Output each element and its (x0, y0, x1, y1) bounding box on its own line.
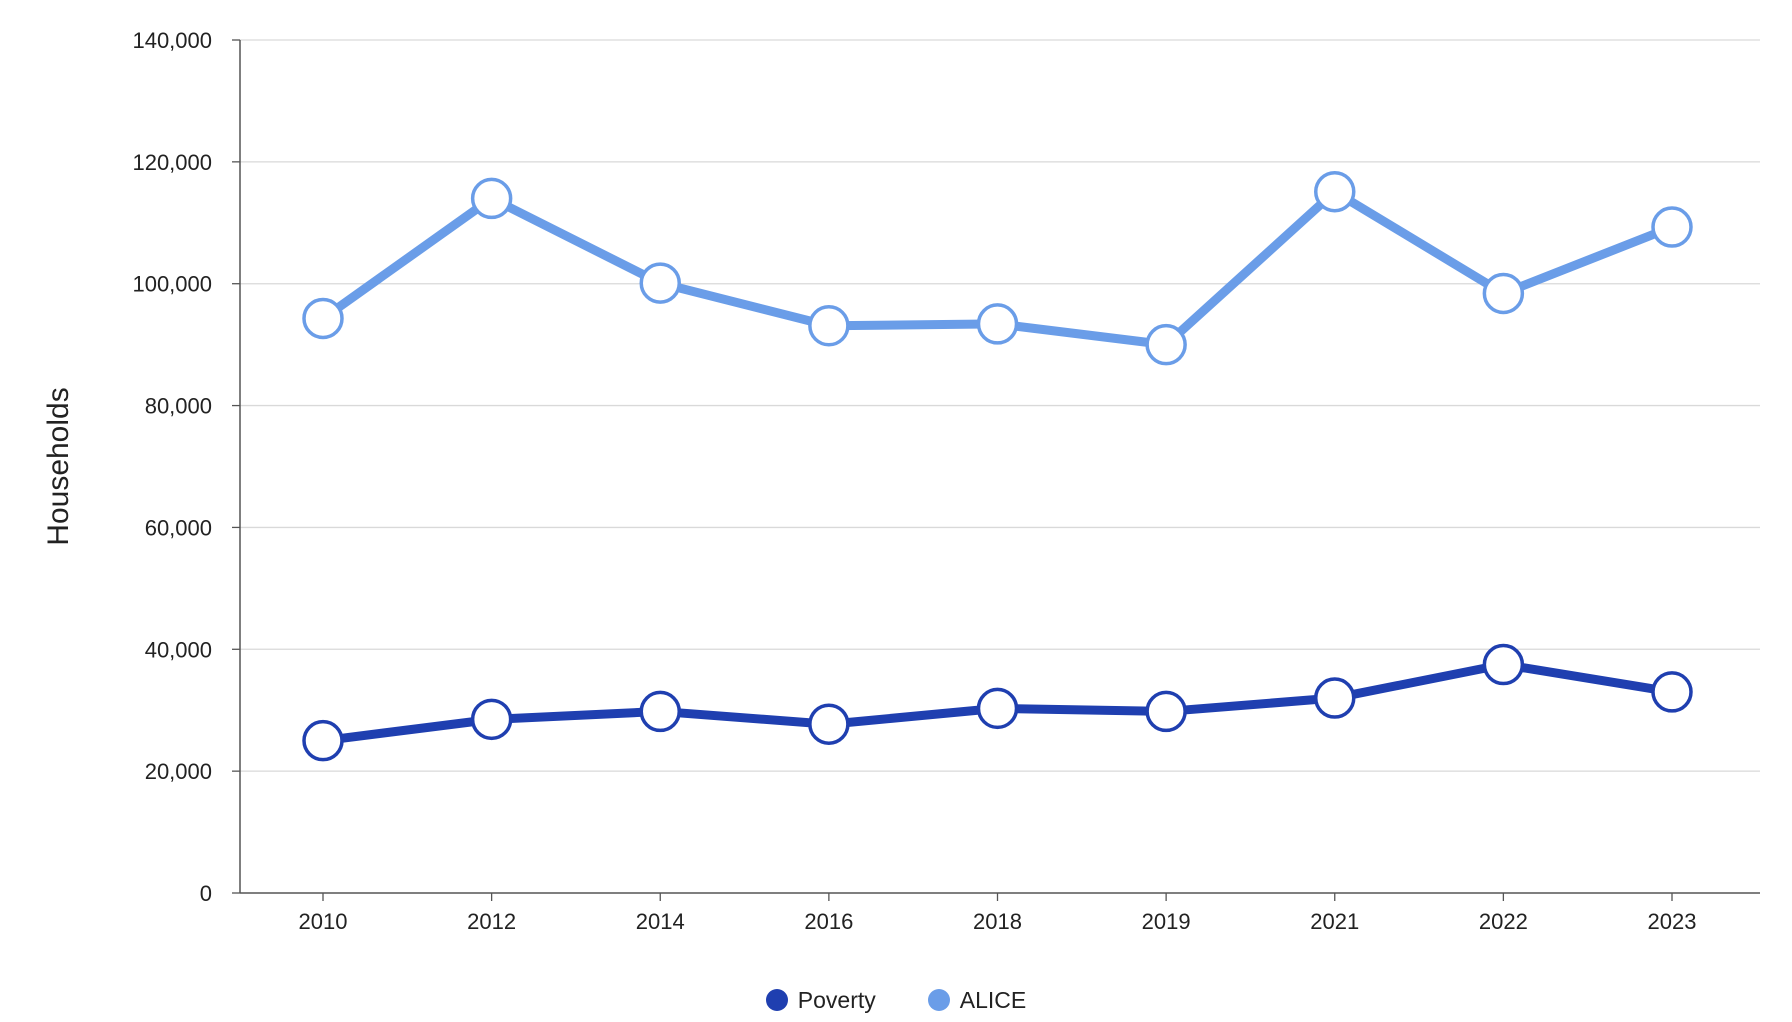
line-chart: 0 20,000 40,000 60,000 80,000 100,000 120,000 1… (42, 28, 1760, 934)
legend-swatch-alice (927, 989, 950, 1011)
legend-item-alice[interactable]: ALICE (927, 986, 1027, 1014)
data-point-alice[interactable] (470, 177, 513, 220)
legend-label-poverty: Poverty (797, 986, 876, 1013)
y-tick-label: 140,000 (132, 28, 212, 53)
y-tick-label: 120,000 (132, 150, 212, 175)
x-tick-label: 2012 (467, 909, 516, 934)
legend-label-alice: ALICE (959, 986, 1027, 1013)
x-tick-label: 2023 (1648, 909, 1697, 934)
y-tick-label: 0 (200, 881, 212, 906)
data-point-alice[interactable] (1314, 170, 1356, 213)
data-point-alice[interactable] (302, 297, 344, 340)
legend: Poverty ALICE (0, 978, 1792, 1022)
y-tick-label: 40,000 (145, 637, 212, 662)
x-tick-label: 2016 (804, 909, 853, 934)
x-tick-label: 2022 (1479, 909, 1528, 934)
y-tick-label: 60,000 (145, 515, 212, 540)
y-tick-label: 100,000 (132, 272, 212, 297)
gridlines (240, 39, 1760, 772)
legend-item-poverty[interactable]: Poverty (765, 986, 876, 1014)
data-point-alice[interactable] (1145, 323, 1187, 366)
data-point-poverty[interactable] (1145, 690, 1187, 733)
y-tick-label: 20,000 (145, 759, 212, 784)
x-tick-label: 2014 (636, 909, 685, 934)
data-point-poverty[interactable] (808, 703, 850, 745)
data-point-poverty[interactable] (302, 719, 344, 762)
y-axis-title: Households (42, 387, 75, 545)
data-point-alice[interactable] (639, 262, 681, 304)
x-tick-label: 2021 (1310, 909, 1359, 934)
data-point-poverty[interactable] (1651, 671, 1693, 713)
y-tick-label: 80,000 (145, 394, 212, 419)
legend-swatch-poverty (765, 989, 788, 1011)
y-axis-ticks: 0 20,000 40,000 60,000 80,000 100,000 120,000 1… (132, 28, 240, 906)
x-tick-label: 2019 (1142, 909, 1191, 934)
data-point-alice[interactable] (976, 303, 1019, 345)
data-point-poverty[interactable] (470, 698, 513, 741)
data-point-poverty[interactable] (976, 687, 1019, 730)
data-point-poverty[interactable] (1482, 643, 1525, 686)
series-alice (302, 170, 1693, 366)
series-layer (302, 170, 1693, 762)
data-point-alice[interactable] (808, 305, 850, 347)
data-point-alice[interactable] (1482, 272, 1525, 315)
data-point-poverty[interactable] (1314, 677, 1356, 719)
series-poverty (302, 643, 1693, 762)
x-tick-label: 2010 (299, 909, 348, 934)
data-point-alice[interactable] (1651, 206, 1693, 248)
x-axis-ticks: 2010 2012 2014 2016 2018 2019 2021 2022 2023 (299, 893, 1697, 934)
x-tick-label: 2018 (973, 909, 1022, 934)
data-point-poverty[interactable] (639, 690, 681, 733)
